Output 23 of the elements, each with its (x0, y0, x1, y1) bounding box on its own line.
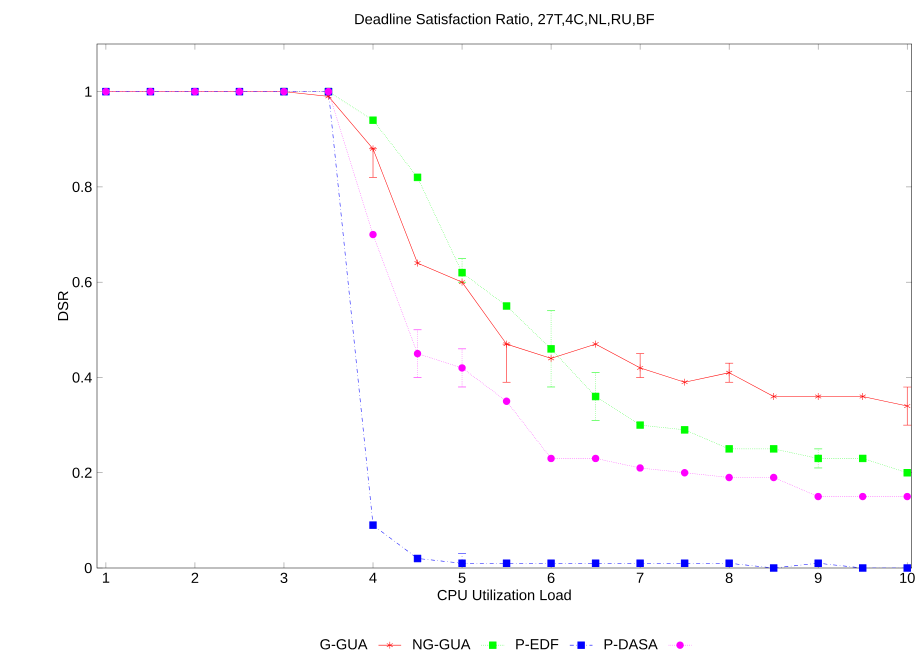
chart-title: Deadline Satisfaction Ratio, 27T,4C,NL,RU,BF (355, 14, 654, 26)
y-axis-title: DSR (58, 291, 68, 320)
x-tick-label: 2 (192, 572, 198, 583)
y-tick-label: 0.2 (72, 468, 92, 478)
y-tick-label: 0.8 (72, 182, 92, 192)
y-tick-label: 0.4 (72, 372, 92, 383)
x-tick-label: 6 (548, 572, 554, 584)
legend-label: P-DASA (604, 639, 658, 650)
x-tick-label: 9 (814, 572, 822, 584)
y-tick-label: 1 (85, 86, 92, 97)
legend-label: G-GUA (320, 639, 368, 650)
x-tick-label: 5 (458, 572, 466, 583)
x-tick-label: 4 (369, 572, 377, 583)
legend-label: NG-GUA (413, 639, 470, 650)
y-tick-label: 0.6 (72, 277, 92, 288)
legend-label: P-EDF (516, 639, 558, 650)
x-tick-label: 1 (102, 572, 110, 583)
y-tick-label: 0 (84, 562, 92, 574)
x-tick-label: 8 (726, 572, 733, 584)
x-tick-label: 3 (280, 572, 288, 584)
x-axis-title: CPU Utilization Load (438, 589, 571, 600)
x-tick-label: 7 (636, 572, 644, 583)
x-tick-label: 10 (900, 572, 915, 584)
